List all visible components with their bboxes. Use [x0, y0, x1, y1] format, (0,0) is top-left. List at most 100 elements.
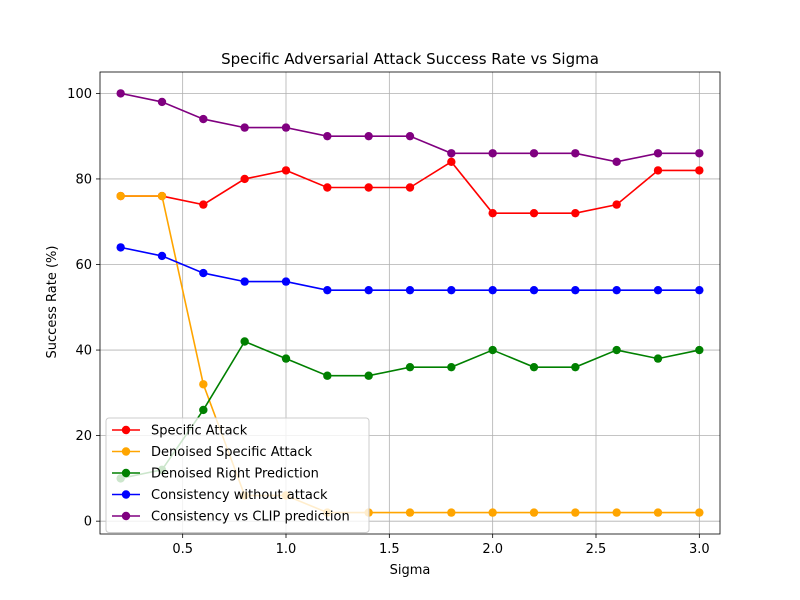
legend-label: Denoised Specific Attack	[151, 445, 313, 460]
y-tick-label: 80	[75, 172, 92, 187]
data-point	[364, 183, 373, 192]
series-3	[116, 337, 704, 483]
series-4	[116, 243, 704, 295]
plot-frame	[99, 71, 721, 535]
data-point	[447, 149, 456, 158]
data-point	[405, 183, 415, 192]
data-point	[116, 243, 125, 252]
chart-title: Specific Adversarial Attack Success Rate…	[221, 50, 599, 68]
data-point	[612, 345, 621, 355]
data-point	[323, 285, 332, 295]
data-point	[571, 508, 580, 517]
data-point	[199, 380, 208, 389]
data-point	[653, 508, 663, 517]
legend-label: Denoised Right Prediction	[151, 467, 319, 482]
data-point	[116, 191, 125, 201]
x-tick-label: 2.0	[482, 542, 503, 557]
y-tick-label: 100	[67, 87, 92, 102]
legend-label: Consistency without attack	[151, 488, 328, 503]
x-tick-label: 2.5	[586, 542, 607, 557]
data-point	[653, 149, 663, 158]
y-tick-label: 0	[84, 515, 92, 530]
data-point	[199, 405, 208, 415]
x-tick-label: 1.0	[276, 542, 297, 557]
data-point	[157, 97, 167, 107]
data-point	[405, 131, 415, 141]
data-point	[488, 208, 497, 218]
data-point	[323, 183, 332, 192]
data-point	[695, 508, 704, 517]
x-tick-label: 3.0	[689, 542, 710, 557]
data-point	[653, 285, 663, 295]
data-point	[529, 149, 539, 158]
legend-swatch-marker	[121, 490, 131, 499]
data-point	[323, 371, 332, 380]
data-point	[364, 131, 373, 141]
data-point	[529, 208, 539, 218]
data-point	[199, 114, 208, 124]
data-point	[612, 157, 621, 167]
data-point	[695, 166, 704, 175]
data-point	[447, 508, 456, 517]
data-point	[529, 285, 539, 295]
data-point	[653, 354, 663, 363]
series-5	[116, 89, 704, 167]
data-point	[281, 166, 291, 175]
data-point	[488, 508, 497, 517]
data-point	[488, 345, 497, 355]
legend-swatch-marker	[121, 468, 131, 478]
y-tick-label: 40	[75, 344, 92, 359]
y-axis-title: Success Rate (%)	[45, 246, 60, 359]
data-point	[695, 149, 704, 158]
data-point	[695, 285, 704, 295]
data-point	[281, 123, 291, 132]
data-point	[695, 345, 704, 355]
data-point	[529, 362, 539, 372]
legend: Specific Attack Denoised Specific Attack D…	[105, 417, 370, 533]
data-point	[240, 123, 249, 132]
data-point	[612, 285, 621, 295]
data-point	[612, 200, 621, 209]
x-axis-title: Sigma	[390, 563, 431, 578]
y-tick-label: 60	[75, 258, 92, 273]
data-point	[240, 174, 249, 184]
legend-swatch-marker	[121, 511, 131, 521]
data-point	[571, 149, 580, 158]
x-tick-label: 1.5	[379, 542, 400, 557]
data-point	[612, 508, 621, 517]
data-point	[199, 200, 208, 209]
data-point	[157, 191, 167, 201]
data-point	[405, 285, 415, 295]
data-point	[571, 285, 580, 295]
data-point	[281, 277, 291, 286]
data-point	[405, 362, 415, 372]
data-point	[488, 149, 497, 158]
data-point	[364, 285, 373, 295]
data-point	[571, 362, 580, 372]
data-point	[405, 508, 415, 517]
data-point	[199, 268, 208, 278]
series-line	[120, 92, 700, 163]
data-point	[571, 208, 580, 218]
data-point	[447, 157, 456, 167]
data-point	[364, 371, 373, 380]
data-point	[240, 337, 249, 346]
data-point	[157, 251, 167, 261]
series-line	[120, 246, 700, 291]
data-point	[653, 166, 663, 175]
data-point	[116, 89, 125, 98]
data-point	[240, 277, 249, 286]
legend-label: Consistency vs CLIP prediction	[151, 510, 350, 525]
x-tick-label: 0.5	[172, 542, 193, 557]
data-point	[488, 285, 497, 295]
data-point	[323, 131, 332, 141]
legend-label: Specific Attack	[151, 424, 248, 439]
data-point	[281, 354, 291, 363]
data-point	[447, 285, 456, 295]
y-tick-label: 20	[75, 429, 92, 444]
legend-box	[105, 417, 370, 533]
series-1	[116, 157, 704, 218]
legend-swatch-marker	[121, 425, 131, 435]
data-point	[529, 508, 539, 517]
